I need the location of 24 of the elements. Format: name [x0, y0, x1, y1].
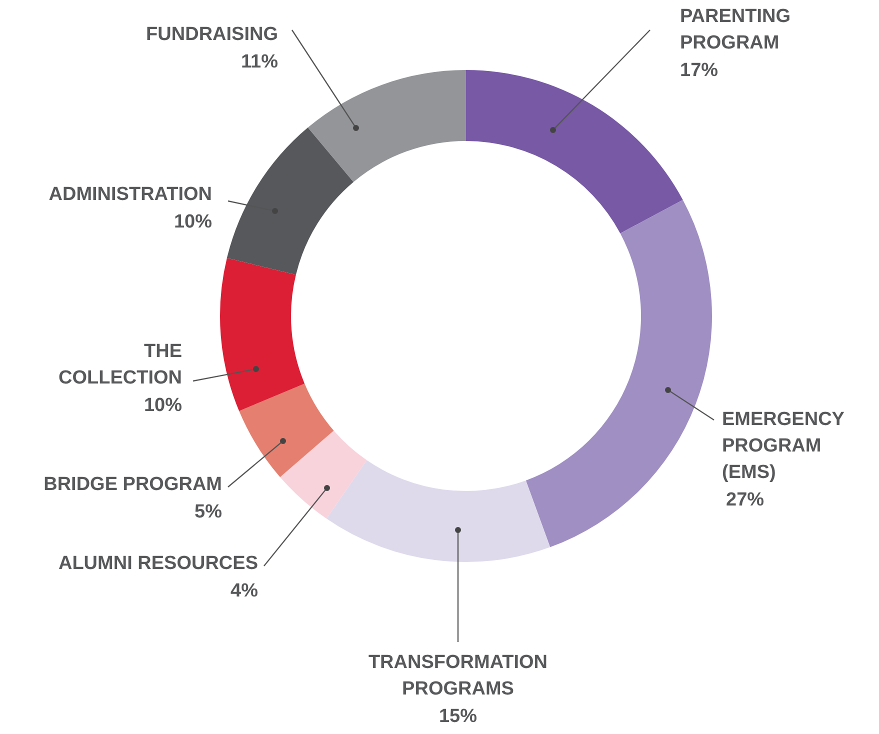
slice-label: ADMINISTRATION	[48, 184, 212, 205]
donut-slice	[239, 384, 334, 478]
donut-slice	[280, 430, 367, 519]
data-label: 17%	[680, 60, 718, 81]
data-label: 4%	[230, 580, 258, 602]
data-label: 27%	[726, 490, 764, 510]
donut-slice	[326, 460, 550, 562]
donut-slice	[526, 200, 712, 548]
data-label: 10%	[174, 212, 212, 232]
data-label: 11%	[241, 52, 278, 72]
data-label: 15%	[438, 706, 478, 727]
slice-label: EMERGENCY PROGRAM (EMS)	[722, 409, 845, 483]
data-label: 10%	[144, 395, 182, 416]
slice-label: PARENTING PROGRAM	[680, 6, 790, 54]
donut-slice	[466, 70, 683, 234]
donut-slice	[226, 128, 354, 275]
donut-slice	[308, 70, 466, 182]
slice-label: ALUMNI RESOURCES	[58, 553, 258, 574]
slice-label: BRIDGE PROGRAM	[44, 474, 222, 495]
slice-label: THE COLLECTION	[58, 341, 182, 388]
slice-label: TRANSFORMATION PROGRAMS	[368, 652, 548, 700]
data-label: 5%	[194, 502, 222, 522]
donut-slice	[220, 258, 305, 412]
slice-label: FUNDRAISING	[146, 24, 278, 45]
